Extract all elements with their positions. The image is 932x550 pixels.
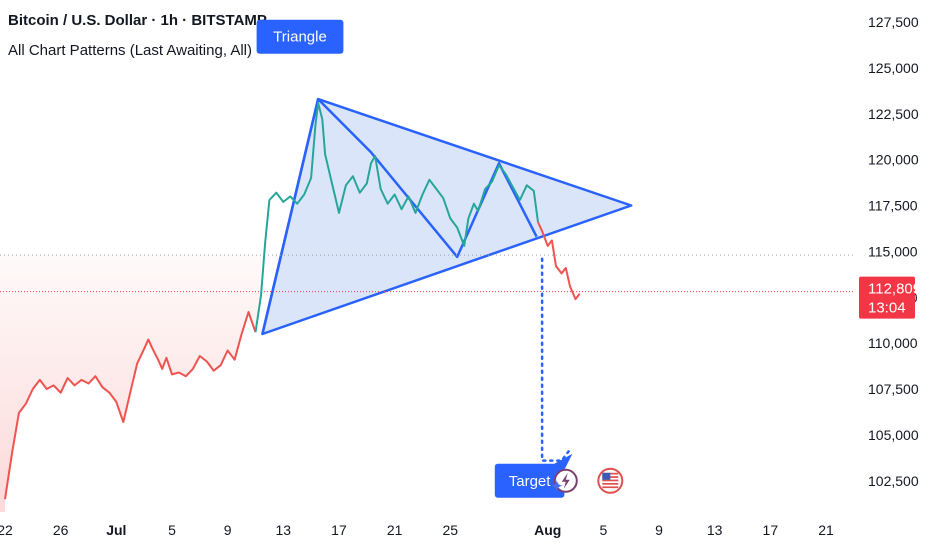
chart-title: Bitcoin / U.S. Dollar · 1h · BITSTAMP	[8, 12, 267, 29]
target-callout-box	[494, 463, 565, 498]
target-callout-label: Target	[509, 473, 552, 490]
time-tick-label: 13	[276, 522, 292, 538]
reference-lines-layer	[0, 254, 855, 293]
price-line-segment	[537, 221, 581, 301]
candle-countdown: 13:04	[868, 300, 906, 317]
last-price-label: 112,809 13:04	[859, 276, 921, 319]
pattern-zigzag	[261, 97, 538, 335]
price-tick-label: 115,000	[868, 243, 918, 259]
annotations-layer: Triangle Target	[256, 19, 573, 498]
target-projection-line	[540, 257, 570, 462]
price-tick-label: 127,500	[868, 14, 919, 30]
triangle-pattern-layer	[261, 97, 633, 336]
time-tick-label: 22	[0, 522, 13, 538]
time-tick-label: 17	[331, 522, 347, 538]
last-price-badge	[859, 276, 915, 319]
lightning-icon[interactable]	[553, 468, 578, 493]
callout-pointer	[554, 453, 573, 470]
triangle-callout: Triangle	[256, 19, 344, 54]
sparkle-icon	[549, 478, 564, 493]
price-line-segment	[254, 101, 539, 333]
time-tick-label: 9	[655, 522, 663, 538]
triangle-callout-box	[256, 19, 344, 54]
indicator-label[interactable]: All Chart Patterns (Last Awaiting, All)	[8, 42, 252, 59]
price-line-segment	[4, 311, 257, 500]
price-axis[interactable]: 102,500105,000107,500110,000112,500115,0…	[868, 14, 919, 489]
triangle-callout-label: Triangle	[273, 29, 327, 46]
time-tick-label: 21	[387, 522, 403, 538]
price-tick-label: 122,500	[868, 106, 919, 122]
time-tick-label: 5	[168, 522, 176, 538]
price-line-layer	[4, 101, 581, 500]
time-tick-label: 13	[707, 522, 723, 538]
price-tick-label: 102,500	[868, 473, 919, 489]
time-tick-label: Jul	[106, 522, 126, 538]
time-tick-label: 5	[599, 522, 607, 538]
below-area-layer	[0, 255, 261, 512]
last-price-value: 112,809	[868, 281, 921, 298]
price-tick-label: 117,500	[868, 198, 918, 214]
price-tick-label: 120,000	[868, 152, 919, 168]
time-tick-label: Aug	[534, 522, 561, 538]
red-gradient-area	[0, 255, 261, 512]
price-tick-label: 105,000	[868, 427, 919, 443]
target-callout: Target	[494, 453, 573, 498]
time-axis[interactable]: 22 26 Jul 5 9 13 17 21 25 Aug 5 9 13 17 21	[0, 522, 834, 538]
time-tick-label: 9	[224, 522, 232, 538]
price-tick-label: 125,000	[868, 60, 919, 76]
price-tick-label: 110,000	[868, 335, 918, 351]
time-tick-label: 25	[442, 522, 458, 538]
time-tick-label: 17	[763, 522, 779, 538]
time-tick-label: 26	[53, 522, 69, 538]
us-flag-icon[interactable]	[597, 467, 624, 494]
time-tick-label: 21	[818, 522, 834, 538]
price-tick-label: 107,500	[868, 381, 919, 397]
event-icons[interactable]	[549, 467, 624, 494]
